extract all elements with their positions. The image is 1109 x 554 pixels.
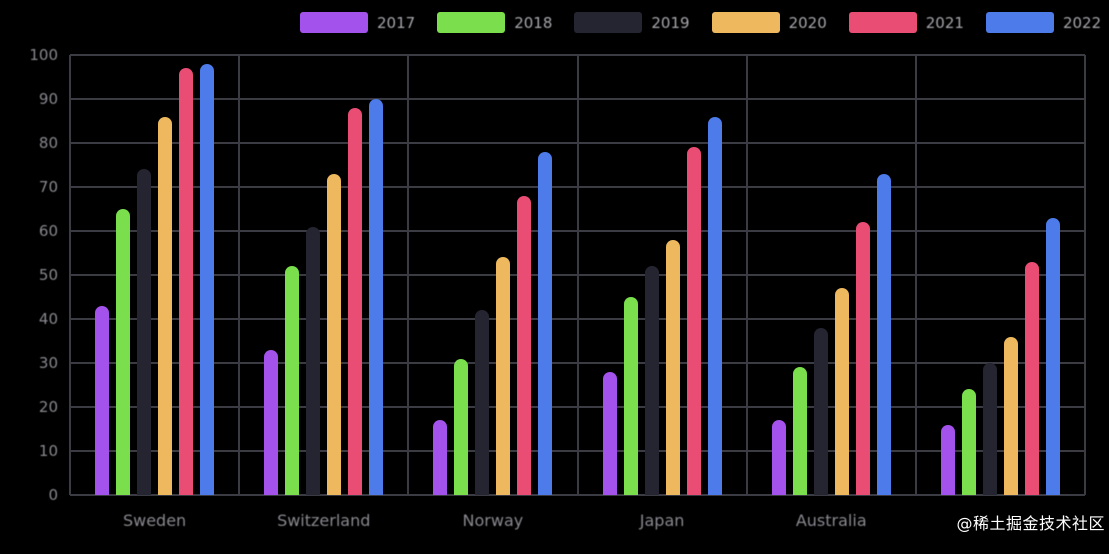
plot-area — [69, 54, 1086, 496]
legend-swatch — [711, 12, 780, 33]
bar — [686, 147, 701, 495]
legend-swatch — [985, 12, 1054, 33]
legend-label: 2017 — [377, 13, 416, 32]
bar-group — [70, 55, 239, 495]
y-tick-label: 40 — [38, 310, 58, 328]
bar — [792, 367, 807, 495]
bar — [179, 68, 194, 495]
bar — [602, 371, 617, 495]
legend-swatch — [300, 12, 368, 33]
y-tick-label: 90 — [38, 90, 58, 108]
legend-swatch — [848, 12, 917, 33]
y-tick-label: 70 — [38, 178, 58, 196]
watermark: @稀土掘金技术社区 — [956, 514, 1105, 533]
bar — [158, 116, 173, 495]
legend-label: 2020 — [788, 13, 827, 32]
legend-label: 2021 — [925, 13, 964, 32]
bar — [1045, 217, 1060, 495]
y-tick-label: 80 — [38, 134, 58, 152]
bar — [538, 151, 553, 495]
bar-group — [747, 55, 916, 495]
bar-group — [408, 55, 577, 495]
gridline-vertical — [407, 55, 410, 495]
bar — [348, 107, 363, 495]
y-tick-label: 10 — [38, 442, 58, 460]
x-axis-label: Sweden — [122, 511, 187, 530]
bar — [855, 222, 870, 495]
bar — [264, 349, 279, 495]
gridline-horizontal — [70, 494, 1085, 496]
bar — [834, 288, 849, 495]
bar — [327, 173, 342, 495]
bar — [940, 424, 955, 495]
legend-item[interactable]: 2020 — [711, 12, 827, 33]
bar — [433, 420, 448, 495]
bar — [116, 209, 131, 495]
bar — [771, 420, 786, 495]
bar — [369, 99, 384, 495]
bar-group — [916, 55, 1085, 495]
gridline-vertical — [69, 55, 71, 495]
legend-item[interactable]: 2017 — [300, 12, 415, 33]
bar-group — [578, 55, 747, 495]
y-tick-label: 0 — [48, 486, 58, 504]
y-tick-label: 20 — [38, 398, 58, 416]
x-axis-label: Switzerland — [277, 511, 371, 530]
legend-swatch — [574, 12, 643, 33]
bar — [813, 327, 828, 495]
gridline-vertical — [1084, 55, 1086, 495]
bar — [644, 266, 659, 495]
legend-item[interactable]: 2021 — [848, 12, 964, 33]
bar — [306, 226, 321, 495]
bar — [876, 173, 891, 495]
bar — [285, 266, 300, 495]
bar — [665, 239, 680, 495]
x-axis-label: Norway — [462, 511, 524, 530]
y-tick-label: 50 — [38, 266, 58, 284]
gridline-vertical — [914, 55, 917, 495]
bar — [475, 310, 490, 495]
bar — [454, 358, 469, 495]
bar — [137, 169, 152, 495]
gridline-vertical — [576, 55, 579, 495]
x-axis-label: Japan — [639, 511, 685, 530]
bar — [623, 297, 638, 495]
chart-legend: 2017 2018 2019 2020 2021 2022 — [300, 12, 1101, 33]
bar — [982, 363, 997, 495]
bar — [200, 63, 215, 495]
gridline-vertical — [238, 55, 241, 495]
bar — [707, 116, 722, 495]
y-tick-label: 100 — [29, 46, 58, 64]
y-tick-label: 60 — [38, 222, 58, 240]
bar — [961, 389, 976, 495]
legend-label: 2022 — [1062, 13, 1102, 32]
legend-label: 2018 — [514, 13, 553, 32]
legend-item[interactable]: 2019 — [574, 12, 690, 33]
bar — [517, 195, 532, 495]
bar — [95, 305, 110, 495]
legend-item[interactable]: 2018 — [437, 12, 552, 33]
bar-group — [239, 55, 408, 495]
legend-label: 2019 — [651, 13, 690, 32]
legend-item[interactable]: 2022 — [985, 12, 1102, 33]
bar — [1003, 336, 1018, 495]
y-tick-label: 30 — [38, 354, 58, 372]
x-axis-label: Australia — [795, 511, 867, 530]
legend-swatch — [437, 12, 506, 33]
gridline-vertical — [745, 55, 748, 495]
bar — [1024, 261, 1039, 495]
bar — [496, 257, 511, 495]
